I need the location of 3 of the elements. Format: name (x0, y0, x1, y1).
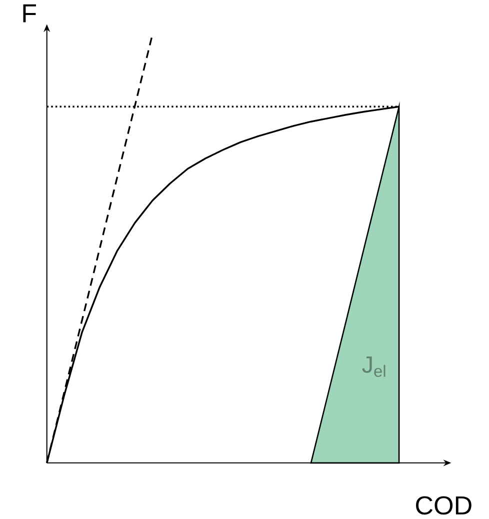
annotation: J$_{el}$ (362, 356, 386, 377)
x-axis-title: COD (416, 496, 472, 515)
y-axis-title: F (23, 4, 36, 22)
